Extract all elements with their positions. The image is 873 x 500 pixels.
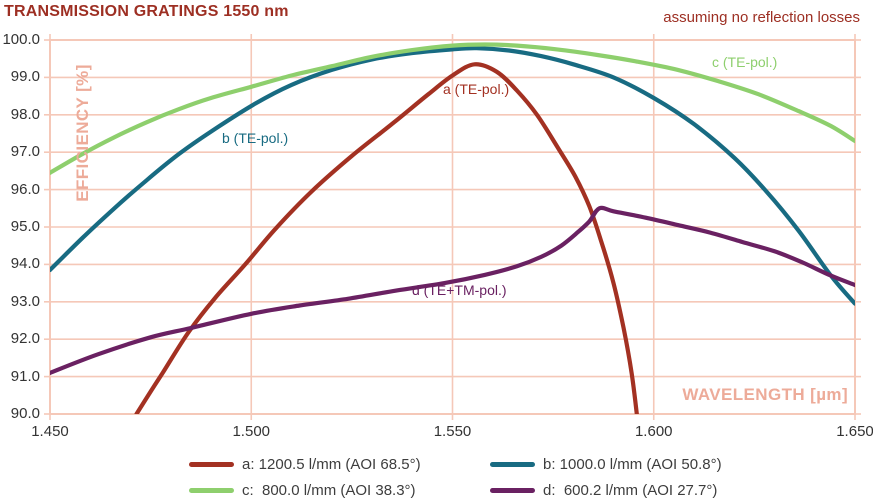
legend-label-d: d: 600.2 l/mm (AOI 27.7°)	[543, 481, 718, 499]
y-tick-label: 90.0	[10, 405, 40, 422]
legend-swatch-c	[189, 487, 234, 493]
y-axis-title: EFFICIENCY [%]	[73, 64, 92, 202]
x-tick-label: 1.550	[433, 423, 472, 440]
legend-entry-a: a: 1200.5 l/mm (AOI 68.5°)	[189, 454, 490, 474]
y-tick-label: 91.0	[10, 367, 40, 385]
y-tick-label: 98.0	[10, 105, 40, 123]
y-tick-label: 95.0	[10, 218, 40, 235]
curve-a	[134, 62, 639, 414]
curve-d	[50, 205, 855, 375]
legend-entry-c: c: 800.0 l/mm (AOI 38.3°)	[189, 480, 490, 500]
x-tick-label: 1.600	[634, 423, 673, 440]
legend-label-b: b: 1000.0 l/mm (AOI 50.8°)	[543, 455, 722, 473]
legend-label-a: a: 1200.5 l/mm (AOI 68.5°)	[242, 455, 421, 473]
y-tick-label: 96.0	[10, 180, 40, 198]
y-tick-label: 93.0	[10, 292, 40, 310]
legend-swatch-a	[189, 461, 234, 467]
legend-swatch-d	[490, 487, 535, 493]
page-title: TRANSMISSION GRATINGS 1550 nm	[4, 3, 289, 20]
y-tick-label: 99.0	[10, 68, 40, 86]
legend-label-c: c: 800.0 l/mm (AOI 38.3°)	[242, 481, 416, 499]
curve-label-d: d (TE+TM-pol.)	[412, 282, 507, 298]
curve-label-a: a (TE-pol.)	[443, 81, 510, 97]
chart-annotation: assuming no reflection losses	[663, 9, 860, 26]
legend-entry-b: b: 1000.0 l/mm (AOI 50.8°)	[490, 454, 722, 474]
curve-label-c: c (TE-pol.)	[712, 54, 778, 70]
y-tick-label: 97.0	[10, 143, 40, 161]
y-tick-label: 94.0	[10, 255, 40, 273]
x-tick-label: 1.500	[232, 423, 271, 440]
legend: a: 1200.5 l/mm (AOI 68.5°) b: 1000.0 l/mm…	[189, 454, 722, 500]
y-tick-label: 92.0	[10, 330, 40, 348]
x-axis-title: WAVELENGTH [µm]	[682, 385, 848, 404]
x-tick-label: 1.650	[836, 423, 873, 440]
legend-swatch-b	[490, 461, 535, 467]
x-tick-label: 1.450	[31, 423, 69, 440]
curve-b	[50, 46, 855, 306]
legend-entry-d: d: 600.2 l/mm (AOI 27.7°)	[490, 480, 722, 500]
y-tick-label: 100.0	[2, 31, 40, 48]
curve-c	[50, 42, 855, 175]
curve-label-b: b (TE-pol.)	[222, 130, 289, 146]
